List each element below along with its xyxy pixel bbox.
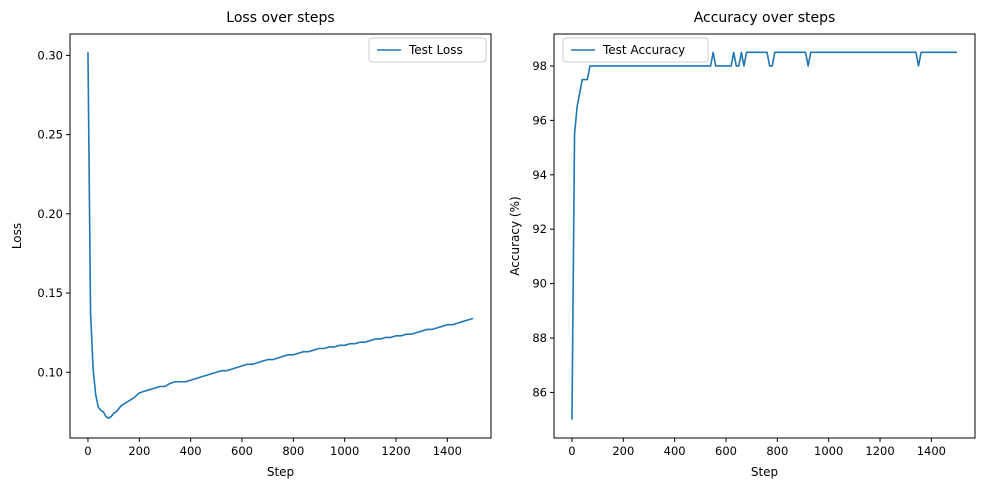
loss-x-tick-label: 1400 xyxy=(433,444,462,458)
loss-x-tick-label: 1000 xyxy=(330,444,359,458)
loss-chart-title: Loss over steps xyxy=(226,10,334,26)
accuracy-x-tick-label: 400 xyxy=(664,444,686,458)
accuracy-x-tick-label: 1200 xyxy=(865,444,894,458)
accuracy-y-tick-label: 92 xyxy=(532,222,547,236)
accuracy-y-tick-label: 98 xyxy=(532,59,547,73)
accuracy-y-tick-label: 96 xyxy=(532,113,547,127)
accuracy-chart-panel: 0 200 400 600 800 1000 1200 1400 86 88 90 92 94 96 98 A… xyxy=(508,10,975,479)
accuracy-x-tick-label: 200 xyxy=(612,444,634,458)
loss-y-tick-label: 0.20 xyxy=(37,207,63,221)
loss-legend: Test Loss xyxy=(369,38,486,62)
accuracy-x-tick-label: 1400 xyxy=(917,444,946,458)
loss-series-line xyxy=(88,52,473,418)
accuracy-chart-title: Accuracy over steps xyxy=(694,10,836,26)
loss-x-tick-label: 0 xyxy=(84,444,91,458)
loss-x-tick-label: 1200 xyxy=(381,444,410,458)
loss-y-tick-label: 0.30 xyxy=(37,48,63,62)
loss-legend-label: Test Loss xyxy=(408,43,463,57)
loss-y-tick-label: 0.15 xyxy=(37,286,63,300)
loss-y-axis-label: Loss xyxy=(10,223,24,249)
loss-x-tick-label: 600 xyxy=(231,444,253,458)
accuracy-x-tick-label: 800 xyxy=(766,444,788,458)
accuracy-x-tick-label: 600 xyxy=(715,444,737,458)
loss-x-tick-label: 800 xyxy=(282,444,304,458)
loss-y-tick-label: 0.25 xyxy=(37,128,63,142)
loss-y-tick-label: 0.10 xyxy=(37,365,63,379)
accuracy-legend-label: Test Accuracy xyxy=(602,43,685,57)
accuracy-y-axis-label: Accuracy (%) xyxy=(508,196,522,275)
accuracy-x-tick-label: 0 xyxy=(568,444,575,458)
loss-x-tick-label: 400 xyxy=(180,444,202,458)
accuracy-x-axis-label: Step xyxy=(751,465,778,479)
accuracy-legend: Test Accuracy xyxy=(563,38,708,62)
accuracy-y-tick-label: 86 xyxy=(532,385,547,399)
accuracy-y-tick-label: 94 xyxy=(532,168,547,182)
loss-x-tick-label: 200 xyxy=(128,444,150,458)
accuracy-axes-frame xyxy=(554,34,975,438)
accuracy-series-line xyxy=(572,52,957,419)
accuracy-x-tick-label: 1000 xyxy=(814,444,843,458)
loss-chart-panel: 0 200 400 600 800 1000 1200 1400 0.10 0.15 0.20 0.2… xyxy=(10,10,491,479)
loss-axes-frame xyxy=(70,34,491,438)
accuracy-y-tick-label: 90 xyxy=(532,277,547,291)
accuracy-y-tick-label: 88 xyxy=(532,331,547,345)
loss-x-axis-label: Step xyxy=(267,465,294,479)
